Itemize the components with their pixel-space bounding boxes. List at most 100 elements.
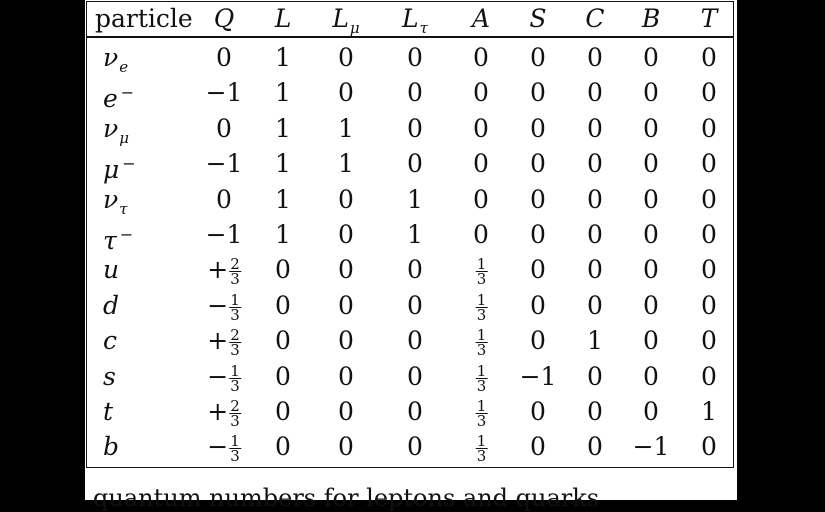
value-cell: +2 3	[207, 394, 241, 430]
fraction-numerator: 1	[475, 290, 488, 309]
particle-symbol: s	[103, 361, 116, 391]
value-cell: 0	[587, 78, 603, 108]
value-cell: 0	[216, 113, 232, 143]
column-header: Lμ	[332, 1, 359, 37]
value-cell: 0	[643, 184, 659, 214]
value-cell: 0	[587, 220, 603, 249]
value-cell: 0	[701, 220, 717, 249]
value-cell: 0	[643, 78, 659, 108]
column-header: particle	[95, 1, 193, 37]
value-cell: 0	[530, 220, 546, 249]
value-cell: 0	[407, 361, 423, 391]
value-cell: 0	[473, 43, 489, 72]
column-header: S	[529, 1, 546, 37]
value-cell: 0	[643, 149, 659, 179]
value-cell: 0	[587, 361, 603, 391]
column-header: L	[275, 1, 292, 37]
value-cell: 0	[338, 326, 354, 356]
value-cell: 0	[587, 397, 603, 426]
value-cell: 1	[407, 220, 423, 249]
fraction-denominator: 3	[476, 376, 487, 395]
value-cell: 0	[701, 43, 717, 72]
particle-symbol: t	[103, 397, 114, 426]
value-cell: 0	[530, 255, 546, 285]
column-header-symbol: L	[274, 4, 292, 33]
fraction-numerator: 1	[475, 326, 488, 345]
value-cell: +2 3	[207, 252, 241, 288]
value-cell: 0	[701, 432, 717, 462]
fraction-denominator: 3	[476, 341, 487, 360]
value-cell: 0	[643, 255, 659, 285]
particle-symbol: d	[103, 290, 120, 320]
value-cell: 0	[643, 326, 659, 356]
value-cell: 0	[338, 397, 354, 426]
value-cell: −1	[632, 432, 670, 462]
particle-superscript: −	[120, 83, 135, 103]
value-cell: 0	[701, 184, 717, 214]
value-cell: 0	[701, 113, 717, 143]
value-cell: 0	[338, 361, 354, 391]
value-cell: 1	[275, 113, 291, 143]
value-cell: 1	[587, 326, 603, 356]
fraction-sign: −	[207, 361, 229, 391]
value-cell: 0	[587, 184, 603, 214]
fraction-numerator: 1	[475, 432, 488, 451]
particle-symbol: ν	[103, 184, 119, 214]
value-cell: 0	[643, 361, 659, 391]
value-cell: 0	[701, 361, 717, 391]
value-cell: 0	[473, 113, 489, 143]
particle-cell: b	[103, 429, 119, 465]
value-cell: 0	[216, 184, 232, 214]
value-cell: 1	[338, 149, 354, 179]
fraction-sign: +	[207, 326, 229, 356]
particle-cell: d	[103, 288, 119, 324]
column-header-symbol: L	[402, 4, 419, 33]
value-cell: 1	[275, 149, 291, 179]
particle-cell: τ −	[103, 217, 133, 255]
value-cell: 0	[643, 397, 659, 426]
column-header: A	[472, 1, 490, 37]
value-cell: 0	[338, 290, 354, 320]
value-cell: 0	[338, 78, 354, 108]
value-cell: −1	[205, 220, 243, 249]
value-cell: 0	[407, 432, 423, 462]
value-cell: +2 3	[207, 323, 241, 359]
particle-cell: u	[103, 252, 119, 288]
fraction-sign: −	[207, 290, 229, 320]
column-header-symbol: particle	[95, 4, 193, 33]
particle-cell: μ −	[103, 146, 136, 184]
value-cell: 0	[275, 290, 291, 320]
particle-cell: ντ	[103, 182, 128, 218]
value-cell: 0	[587, 255, 603, 285]
value-cell: 0	[407, 113, 423, 143]
value-cell: 1	[275, 78, 291, 108]
fraction-denominator: 3	[230, 305, 240, 324]
particle-cell: s	[103, 359, 116, 395]
fraction-numerator: 1	[229, 361, 241, 380]
particle-cell: t	[103, 394, 113, 430]
value-cell: −1	[205, 149, 243, 179]
fraction-numerator: 1	[475, 397, 488, 415]
value-cell: 0	[407, 78, 423, 108]
particle-cell: νμ	[103, 111, 129, 147]
value-cell: −1	[519, 361, 557, 391]
value-cell: 0	[643, 290, 659, 320]
value-cell: 0	[275, 361, 291, 391]
particle-cell: c	[103, 323, 117, 359]
value-cell: −1	[205, 78, 243, 108]
value-cell: 0	[530, 397, 546, 426]
value-cell: 0	[530, 149, 546, 179]
particle-symbol: ν	[103, 113, 119, 143]
